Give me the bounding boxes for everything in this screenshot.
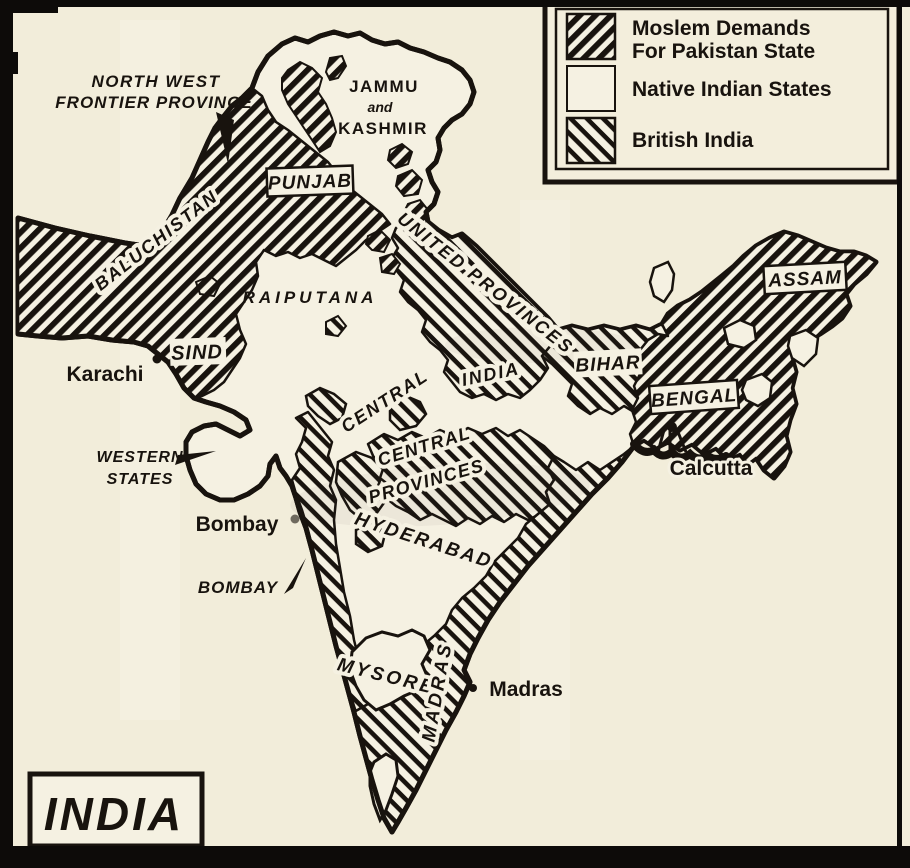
- raiputana-label: RAIPUTANA: [243, 288, 378, 307]
- jammu-kashmir-label-line3: KASHMIR: [338, 119, 428, 138]
- native-state-hole: [722, 318, 758, 350]
- karachi-city-label: Karachi: [66, 363, 143, 386]
- bombay-city-label: Bombay: [196, 513, 279, 536]
- region-bombay-lobe: [334, 450, 388, 522]
- paper-streak: [120, 20, 180, 720]
- hatch-patch: [394, 168, 424, 198]
- sind-label: SIND: [171, 341, 224, 365]
- region-bengal-assam-demand: [628, 230, 878, 480]
- plain-swatch: [566, 65, 616, 112]
- hatch-patch: [364, 228, 392, 254]
- moslem-hatch-swatch: [565, 12, 617, 61]
- bombay-province-arrow: [284, 558, 306, 594]
- nwfp-label-line1: NORTH WEST: [92, 72, 221, 91]
- assam-label-box: [762, 260, 848, 296]
- legend: Moslem Demands For Pakistan State Native…: [542, 0, 902, 185]
- hatch-patch: [402, 198, 430, 224]
- jammu-kashmir-label-line2: and: [368, 99, 393, 115]
- western-states-label-line2: STATES: [107, 471, 174, 488]
- photo-frame-bottom: [0, 846, 910, 868]
- bihar-label: BIHAR: [575, 352, 641, 376]
- hatch-patch: [325, 314, 348, 338]
- map-title-box: INDIA: [27, 771, 205, 849]
- bengal-label-box: [647, 378, 741, 416]
- western-states-arrow: [175, 451, 216, 465]
- ganges-delta-ticks: [656, 428, 688, 456]
- photo-smudge: [290, 463, 590, 527]
- karachi-city-dot: [152, 354, 162, 364]
- region-bombay-lobe: [354, 520, 388, 554]
- legend-item-3-line1: British India: [632, 129, 754, 152]
- hatch-patch-kashmir-west: [281, 60, 338, 154]
- native-state-hole: [648, 260, 676, 304]
- hatch-patch: [194, 274, 222, 298]
- punjab-label-box: [265, 164, 355, 198]
- calcutta-city-dot: [667, 422, 677, 432]
- hatch-patch-kashmir-top: [324, 54, 348, 82]
- sind-label-box: [169, 336, 227, 366]
- coastline-stroke: [17, 29, 636, 835]
- ganges-delta-fringe: [630, 440, 730, 463]
- photo-frame-left: [0, 0, 13, 868]
- assam-label: ASSAM: [767, 267, 843, 292]
- legend-item-1-line1: Moslem Demands: [632, 17, 811, 40]
- hatch-patch: [386, 142, 414, 170]
- legend-item-1-line2: For Pakistan State: [632, 40, 815, 63]
- photo-frame-right-line: [897, 0, 902, 848]
- native-state-mysore-area: [348, 628, 432, 712]
- madras-city-dot: [469, 684, 477, 692]
- region-bombay-lobe: [304, 386, 348, 426]
- calcutta-city-label: Calcutta: [670, 457, 753, 480]
- photo-frame-nub: [13, 52, 18, 74]
- western-states-label-line1: WESTERN: [97, 449, 184, 466]
- british-hatch-swatch: [565, 116, 617, 165]
- title-box-border: [27, 771, 205, 849]
- bombay-province-label: BOMBAY: [198, 578, 279, 597]
- photo-frame-top: [0, 0, 910, 7]
- jammu-kashmir-label-line1: JAMMU: [349, 77, 419, 96]
- region-bombay-lobe: [388, 394, 428, 432]
- photo-frame-corner: [0, 0, 58, 13]
- native-state-hole: [740, 372, 774, 408]
- bihar-label-box: [573, 348, 643, 378]
- legend-inner-border: [554, 7, 890, 171]
- punjab-label: PUNJAB: [268, 171, 353, 195]
- nwfp-pointer-wedge: [216, 112, 234, 164]
- bombay-city-dot: [290, 514, 300, 524]
- nwfp-label-line2: FRONTIER PROVINCE: [55, 93, 252, 112]
- native-state-hole: [786, 328, 820, 368]
- legend-item-2-line1: Native Indian States: [632, 78, 832, 101]
- hatch-patch: [378, 252, 402, 276]
- map-title: INDIA: [44, 788, 184, 840]
- madras-city-label: Madras: [489, 678, 563, 701]
